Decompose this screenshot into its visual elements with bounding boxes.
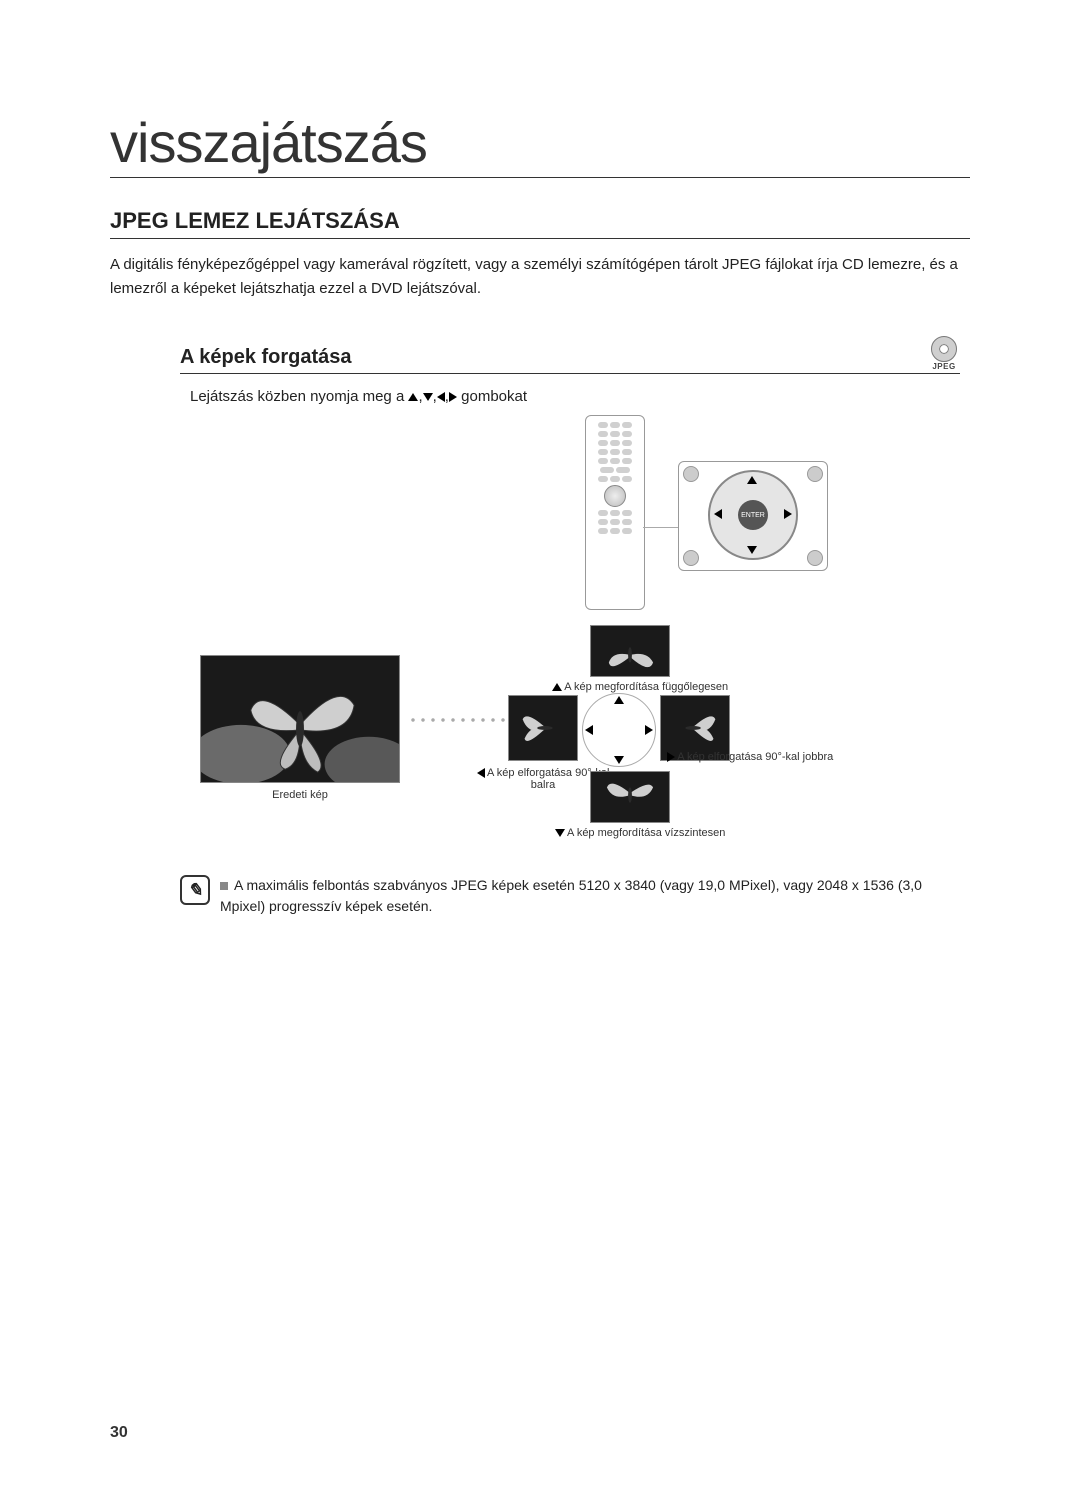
subsection-heading: A képek forgatása [180, 346, 928, 373]
remote-full-icon [585, 415, 645, 610]
thumb-original [200, 655, 400, 783]
enter-button-label: ENTER [738, 500, 768, 530]
section-intro: A digitális fényképezőgéppel vagy kamerá… [110, 253, 970, 301]
page-title: visszajátszás [110, 110, 970, 178]
thumb-flip-horizontal [590, 771, 670, 823]
caption-original: Eredeti kép [200, 789, 400, 801]
note-body: A maximális felbontás szabványos JPEG ké… [220, 877, 922, 914]
callout-line [643, 527, 679, 528]
instruction-suffix: gombokat [461, 388, 527, 405]
thumb-rotate-left [508, 695, 578, 761]
caption-down-text: A kép megfordítása vízszintesen [567, 827, 725, 839]
caption-right-text: A kép elforgatása 90°-kal jobbra [677, 751, 833, 763]
note-icon: ✎ [180, 875, 210, 905]
note-text: A maximális felbontás szabványos JPEG ké… [220, 875, 970, 917]
remote-dpad-zoom-icon: ENTER [678, 461, 828, 571]
page-number: 30 [110, 1424, 128, 1442]
caption-right: A kép elforgatása 90°-kal jobbra [640, 751, 860, 763]
instruction-text: Lejátszás közben nyomja meg a ,,, gombok… [190, 388, 960, 405]
jpeg-badge-label: JPEG [932, 362, 955, 371]
bullet-icon [220, 882, 228, 890]
rotation-diagram: ENTER Eredeti kép [180, 415, 960, 845]
caption-up-text: A kép megfordítása függőlegesen [564, 681, 728, 693]
section-heading: JPEG LEMEZ LEJÁTSZÁSA [110, 208, 970, 239]
instruction-prefix: Lejátszás közben nyomja meg a [190, 388, 408, 405]
arrow-up-icon [408, 393, 418, 401]
jpeg-disc-icon: JPEG [928, 335, 960, 371]
thumb-flip-vertical [590, 625, 670, 677]
arrow-right-icon [449, 392, 457, 402]
caption-up: A kép megfordítása függőlegesen [540, 681, 740, 693]
arrow-down-icon [423, 393, 433, 401]
arrow-left-icon [437, 392, 445, 402]
caption-down: A kép megfordítása vízszintesen [530, 827, 750, 839]
